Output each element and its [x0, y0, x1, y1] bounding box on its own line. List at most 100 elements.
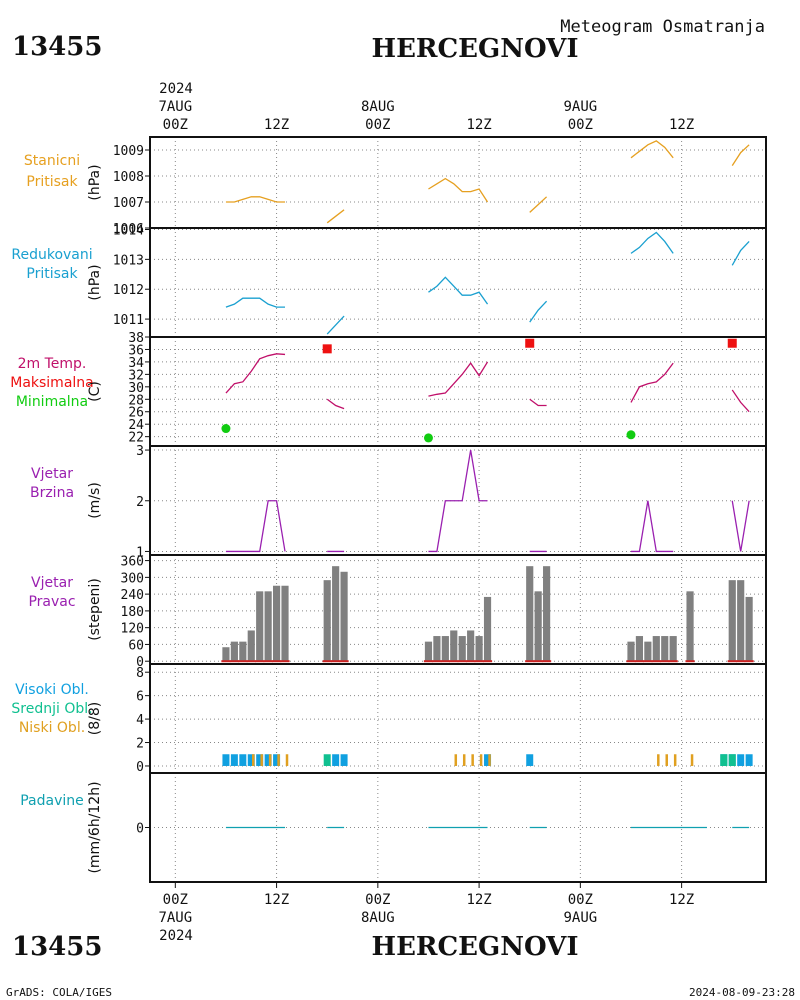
- y-tick-label: 4: [136, 713, 144, 728]
- series-line: [225, 196, 286, 203]
- tmax-point: [525, 338, 535, 348]
- bottom-time-axis: 00Z 7AUG 12Z 00Z 8AUG 12Z 00Z 9AUG 12Z: [158, 882, 694, 926]
- y-tick-label: 1: [136, 545, 144, 560]
- series-line: [731, 500, 750, 552]
- panel-label: Maksimalna: [10, 375, 94, 391]
- high-cloud-bar: [340, 754, 348, 766]
- y-tick-label: 36: [128, 343, 144, 358]
- y-tick-label: 1013: [113, 253, 144, 268]
- bottom-date-label: 9AUG: [563, 910, 597, 926]
- direction-bar: [475, 636, 483, 662]
- series-line: [529, 196, 548, 213]
- footer-station-name: HERCEGNOVI: [372, 932, 579, 962]
- series-line: [428, 449, 488, 553]
- y-tick-label: 38: [128, 331, 144, 346]
- direction-bar: [458, 636, 466, 662]
- top-tick-label: 00Z: [163, 117, 188, 133]
- mid-cloud-bar: [720, 754, 728, 766]
- direction-bar: [543, 566, 551, 662]
- direction-bar: [450, 630, 458, 662]
- mid-cloud-bar: [728, 754, 736, 766]
- direction-bar: [433, 636, 441, 662]
- series-line: [428, 361, 489, 397]
- y-tick-label: 1014: [113, 223, 144, 238]
- y-tick-label: 0: [136, 655, 144, 670]
- top-tick-label: 00Z: [568, 117, 593, 133]
- y-tick-label: 1008: [113, 170, 144, 185]
- bottom-date-label: 8AUG: [361, 910, 395, 926]
- panel-label: Pravac: [28, 594, 75, 610]
- tmax-point: [322, 344, 332, 354]
- low-cloud-bar: [260, 754, 263, 766]
- y-axis-label: (hPa): [87, 164, 103, 200]
- series-line: [225, 297, 286, 308]
- panel-clouds: 0 2 4 6 8 Visoki Obl. Srednji Obl. Niski Obl. (8…: [11, 664, 766, 775]
- panel-label: Srednji Obl.: [11, 701, 92, 717]
- high-cloud-bar: [264, 754, 272, 766]
- y-tick-label: 180: [121, 605, 144, 620]
- y-tick-label: 360: [121, 555, 144, 570]
- direction-bar: [686, 591, 694, 662]
- y-tick-label: 32: [128, 368, 144, 383]
- high-cloud-bar: [745, 754, 753, 766]
- bottom-tick-label: 12Z: [264, 892, 289, 908]
- panel-label: 2m Temp.: [18, 356, 87, 372]
- low-cloud-bar: [285, 754, 289, 766]
- direction-bar: [441, 636, 449, 662]
- y-tick-label: 22: [128, 431, 144, 446]
- y-tick-label: 120: [121, 622, 144, 637]
- header-station-id: 13455: [12, 32, 102, 62]
- top-date-label: 7AUG: [158, 99, 192, 115]
- series-line: [529, 398, 547, 407]
- high-cloud-bar: [247, 754, 255, 766]
- high-cloud-bar: [230, 754, 238, 766]
- y-tick-label: 28: [128, 393, 144, 408]
- low-cloud-bar: [462, 754, 466, 766]
- high-cloud-bar: [239, 754, 247, 766]
- direction-bar: [332, 566, 340, 662]
- low-cloud-bar: [488, 754, 491, 766]
- series-line: [326, 209, 345, 224]
- series-line: [225, 500, 286, 553]
- footer-station-id: 13455: [12, 932, 102, 962]
- direction-bar: [728, 580, 736, 662]
- high-cloud-bar: [737, 754, 745, 766]
- high-cloud-bar: [332, 754, 340, 766]
- y-tick-label: 1006: [113, 222, 144, 237]
- high-cloud-bar: [526, 754, 534, 766]
- y-tick-label: 6: [136, 690, 144, 705]
- y-tick-label: 0: [136, 822, 144, 837]
- mid-cloud-bar: [323, 754, 331, 766]
- series-line: [731, 389, 750, 413]
- series-line: [630, 362, 674, 403]
- direction-bar: [272, 585, 281, 662]
- y-tick-label: 240: [121, 588, 144, 603]
- marks-temperature: [221, 338, 750, 443]
- y-tick-label: 2: [136, 495, 144, 510]
- top-tick-label: 12Z: [669, 117, 694, 133]
- bottom-tick-label: 12Z: [669, 892, 694, 908]
- low-cloud-bar: [471, 754, 474, 766]
- direction-bar: [247, 630, 255, 662]
- direction-bar: [661, 636, 669, 662]
- panel-label: Niski Obl.: [19, 720, 85, 736]
- y-tick-label: 300: [121, 571, 144, 586]
- marks-clouds: [222, 754, 753, 766]
- y-axis-label: (C): [87, 381, 103, 402]
- series-line: [731, 240, 750, 266]
- y-tick-label: 1007: [113, 196, 144, 211]
- direction-bar: [737, 580, 745, 662]
- y-axis-label: (stepeni): [87, 578, 103, 641]
- direction-bar: [534, 591, 542, 662]
- series-line: [731, 144, 750, 166]
- direction-bar: [669, 636, 677, 662]
- bottom-tick-label: 00Z: [365, 892, 390, 908]
- direction-bar: [281, 585, 289, 662]
- top-year-label: 2024: [159, 81, 193, 97]
- direction-bar: [264, 591, 272, 662]
- direction-bar: [483, 596, 492, 662]
- series-line: [630, 500, 674, 553]
- series-line: [225, 353, 286, 394]
- low-cloud-bar: [252, 754, 255, 766]
